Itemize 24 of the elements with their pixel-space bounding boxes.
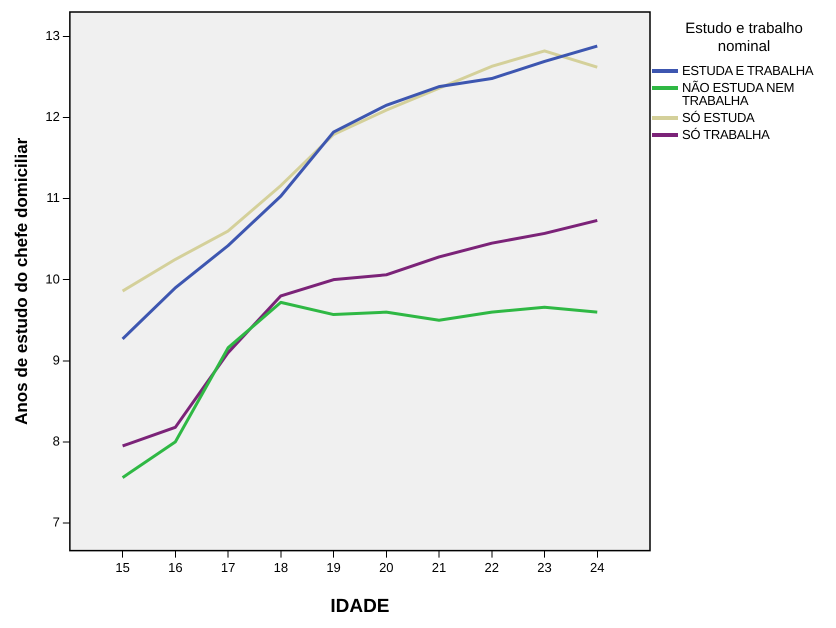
legend-label: SÓ TRABALHA (682, 127, 770, 142)
legend-label: ESTUDA E TRABALHA (682, 63, 814, 78)
x-tick-label: 17 (220, 560, 236, 575)
x-tick-label: 23 (537, 560, 552, 575)
y-tick-label: 7 (52, 514, 60, 530)
x-tick-label: 20 (379, 560, 394, 575)
legend-label: SÓ ESTUDA (682, 110, 754, 125)
y-tick-label: 11 (46, 190, 60, 206)
y-tick-label: 12 (45, 109, 60, 124)
x-tick-label: 24 (590, 560, 604, 575)
x-tick-label: 15 (115, 560, 130, 575)
x-tick-label: 21 (432, 560, 446, 575)
x-tick-label: 18 (274, 560, 288, 575)
y-tick-label: 13 (45, 28, 60, 43)
x-tick-label: 16 (168, 560, 183, 575)
legend-label: NÃO ESTUDA NEM TRABALHA (682, 80, 796, 108)
legend-title: Estudo e trabalho nominal (684, 20, 804, 56)
y-tick-label: 8 (52, 433, 60, 448)
y-tick-label: 10 (45, 271, 60, 286)
x-axis-title: IDADE (330, 596, 390, 617)
x-tick-label: 22 (484, 560, 500, 575)
y-tick-label: 9 (52, 352, 60, 368)
x-tick-label: 19 (326, 560, 341, 575)
y-axis-title: Anos de estudo do chefe domiciliar (12, 137, 31, 425)
